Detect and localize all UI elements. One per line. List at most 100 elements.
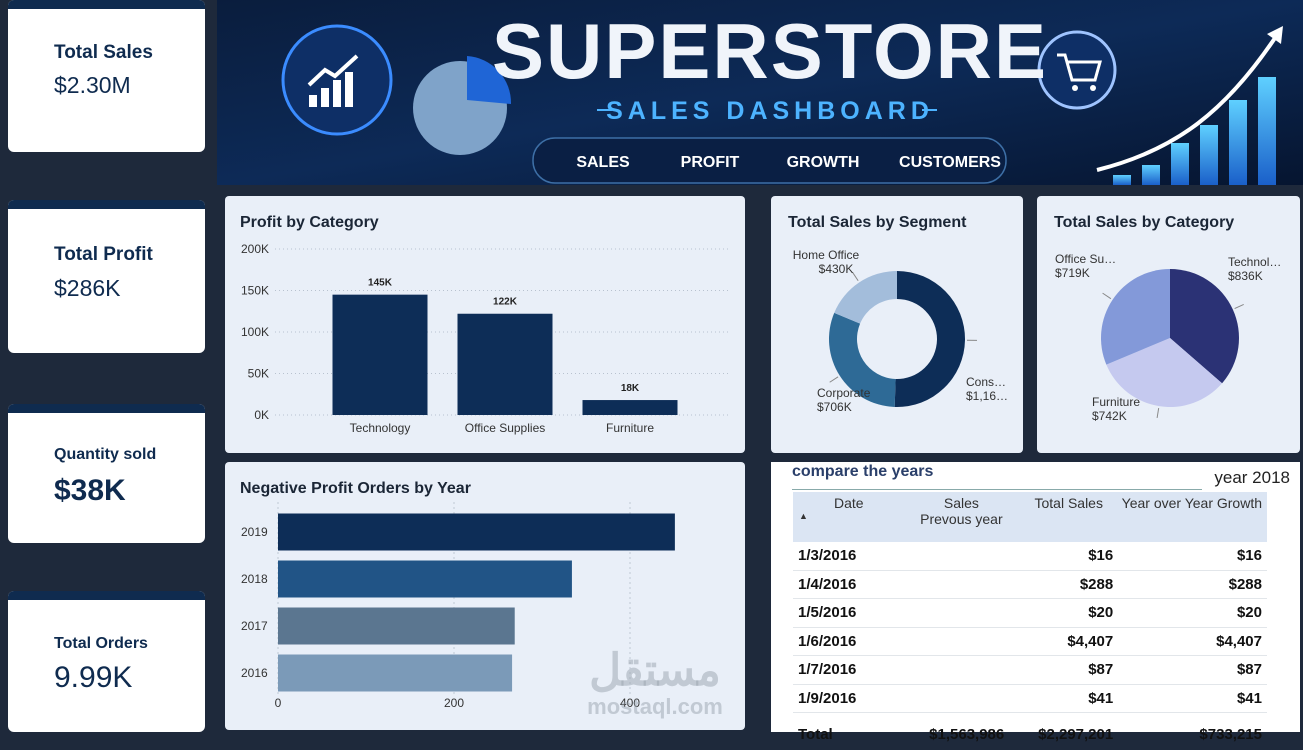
slice-label: Office Su… bbox=[1055, 252, 1116, 266]
y-tick-label: 2017 bbox=[241, 619, 268, 633]
chart-title: Profit by Category bbox=[240, 214, 379, 231]
table-cell: 1/3/2016 bbox=[793, 542, 904, 570]
table-cell: $288 bbox=[1018, 570, 1118, 599]
kpi-value: $38K bbox=[54, 474, 126, 508]
table-cell: 1/4/2016 bbox=[793, 570, 904, 599]
slice-label: Technol… bbox=[1228, 255, 1281, 269]
banner-subtitle: SALES DASHBOARD bbox=[606, 97, 934, 125]
table-cell: $87 bbox=[1118, 656, 1267, 685]
y-tick-label: 0K bbox=[254, 408, 269, 422]
table-row: 1/5/2016$20$20 bbox=[793, 599, 1267, 628]
bar bbox=[583, 400, 678, 415]
nav-item[interactable]: GROWTH bbox=[787, 154, 860, 171]
chart: Profit by Category0K50K100K150K200K145KT… bbox=[225, 196, 745, 453]
kpi-card: Total Orders 9.99K bbox=[8, 591, 205, 732]
table-cell: 1/9/2016 bbox=[793, 684, 904, 713]
slice-value: $1,16… bbox=[966, 389, 1008, 403]
y-tick-label: 200K bbox=[241, 242, 269, 256]
leader-line bbox=[853, 272, 859, 280]
chart-title: Total Sales by Category bbox=[1054, 214, 1234, 231]
chart: Total Sales by Segment Cons…$1,16… Corpora… bbox=[771, 196, 1023, 453]
x-tick-label: Office Supplies bbox=[465, 421, 546, 435]
slice bbox=[895, 271, 965, 407]
table-cell bbox=[904, 684, 1019, 713]
kpi-value: 9.99K bbox=[54, 661, 132, 695]
table-cell: 1/5/2016 bbox=[793, 599, 904, 628]
data-label: 122K bbox=[493, 297, 518, 308]
slice-value: $719K bbox=[1055, 266, 1090, 280]
nav-item[interactable]: CUSTOMERS bbox=[899, 154, 1001, 171]
table-cell: $41 bbox=[1118, 684, 1267, 713]
kpi-label: Quantity sold bbox=[54, 446, 156, 464]
kpi-value: $2.30M bbox=[54, 72, 131, 99]
table-cell: $16 bbox=[1118, 542, 1267, 570]
slice-value: $430K bbox=[819, 262, 854, 276]
kpi-card: Quantity sold $38K bbox=[8, 404, 205, 543]
x-tick-label: 0 bbox=[275, 696, 282, 710]
y-tick-label: 150K bbox=[241, 284, 269, 298]
table-row: 1/9/2016$41$41 bbox=[793, 684, 1267, 713]
kpi-card: Total Profit $286K bbox=[8, 200, 205, 353]
table-cell: Date▲ bbox=[793, 492, 904, 542]
table-cell bbox=[904, 542, 1019, 570]
table-cell: Total bbox=[793, 713, 904, 750]
banner-title: SUPERSTORE bbox=[492, 7, 1048, 95]
panel: Total Sales by Segment Cons…$1,16… Corpora… bbox=[771, 196, 1023, 453]
slice-label: Cons… bbox=[966, 375, 1006, 389]
kpi-label: Total Sales bbox=[54, 42, 153, 64]
table-cell: Total Sales bbox=[1018, 492, 1118, 542]
bar bbox=[278, 561, 572, 598]
table-row: 1/3/2016$16$16 bbox=[793, 542, 1267, 570]
y-tick-label: 100K bbox=[241, 325, 269, 339]
table-row: 1/4/2016$288$288 bbox=[793, 570, 1267, 599]
x-tick-label: Technology bbox=[350, 421, 411, 435]
table-cell: $20 bbox=[1018, 599, 1118, 628]
bar bbox=[458, 314, 553, 415]
kpi-card: Total Sales $2.30M bbox=[8, 0, 205, 152]
table-cell: Sales Prevous year bbox=[904, 492, 1019, 542]
nav-item[interactable]: PROFIT bbox=[681, 154, 740, 171]
slice-value: $742K bbox=[1092, 409, 1127, 423]
bar bbox=[333, 295, 428, 415]
bar bbox=[278, 608, 515, 645]
dashboard: Total Sales $2.30M Total Profit $286K Qu… bbox=[0, 0, 1303, 732]
x-tick-label: Furniture bbox=[606, 421, 654, 435]
data-label: 145K bbox=[368, 278, 393, 289]
slice-label: Corporate bbox=[817, 386, 871, 400]
chart-title: Negative Profit Orders by Year bbox=[240, 480, 471, 497]
bar bbox=[278, 514, 675, 551]
chart-title: Total Sales by Segment bbox=[788, 214, 967, 231]
leader-line bbox=[1103, 293, 1111, 299]
kpi-value: $286K bbox=[54, 275, 121, 302]
nav-item[interactable]: SALES bbox=[576, 154, 630, 171]
x-tick-label: 200 bbox=[444, 696, 464, 710]
banner: SUPERSTORE SALES DASHBOARD SALES PROFIT … bbox=[217, 0, 1303, 185]
table-cell: $1,563,986 bbox=[904, 713, 1019, 750]
sort-icon: ▲ bbox=[799, 511, 808, 521]
table-cell: $87 bbox=[1018, 656, 1118, 685]
leader-line bbox=[1157, 408, 1159, 418]
bar bbox=[278, 655, 512, 692]
table-cell: $4,407 bbox=[1018, 627, 1118, 656]
kpi-label: Total Orders bbox=[54, 635, 148, 653]
chart: Total Sales by CategoryTechnol…$836KFurn… bbox=[1037, 196, 1300, 453]
watermark-text: مستقل bbox=[589, 646, 721, 695]
table-cell: 1/7/2016 bbox=[793, 656, 904, 685]
watermark: مستقل mostaql.com bbox=[560, 640, 750, 725]
leader-line bbox=[830, 377, 838, 382]
table-title: compare the years bbox=[792, 463, 933, 481]
table-cell: 1/6/2016 bbox=[793, 627, 904, 656]
y-tick-label: 2019 bbox=[241, 525, 268, 539]
kpi-label: Total Profit bbox=[54, 244, 153, 266]
table-cell bbox=[904, 570, 1019, 599]
slice-label: Home Office bbox=[793, 248, 860, 262]
y-tick-label: 2016 bbox=[241, 666, 268, 680]
table-row: 1/7/2016 $87$87 bbox=[793, 656, 1267, 685]
table-cell: $4,407 bbox=[1118, 627, 1267, 656]
slice bbox=[834, 271, 897, 324]
year-slicer[interactable]: year 2018 bbox=[1214, 468, 1290, 488]
slice-value: $836K bbox=[1228, 269, 1263, 283]
